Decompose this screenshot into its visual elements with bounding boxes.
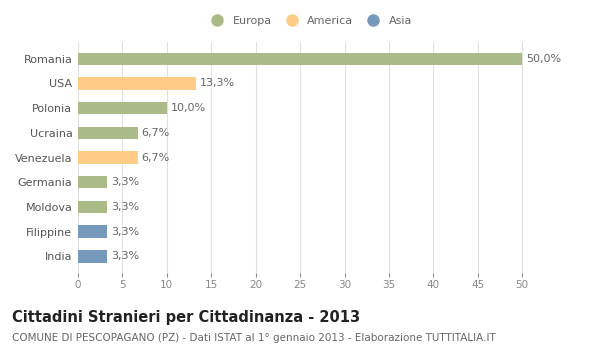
Text: 13,3%: 13,3%	[200, 78, 235, 89]
Text: 10,0%: 10,0%	[170, 103, 206, 113]
Bar	[78, 52, 522, 65]
Bar	[78, 225, 107, 238]
Text: 3,3%: 3,3%	[111, 251, 139, 261]
Text: 3,3%: 3,3%	[111, 177, 139, 187]
Bar	[78, 250, 107, 262]
Bar	[78, 151, 137, 164]
Text: 3,3%: 3,3%	[111, 226, 139, 237]
Text: 3,3%: 3,3%	[111, 202, 139, 212]
Bar	[78, 102, 167, 114]
Bar	[78, 77, 196, 90]
Bar	[78, 201, 107, 213]
Bar	[78, 176, 107, 188]
Text: 6,7%: 6,7%	[141, 128, 169, 138]
Text: COMUNE DI PESCOPAGANO (PZ) - Dati ISTAT al 1° gennaio 2013 - Elaborazione TUTTIT: COMUNE DI PESCOPAGANO (PZ) - Dati ISTAT …	[12, 333, 496, 343]
Text: 50,0%: 50,0%	[526, 54, 561, 64]
Text: 6,7%: 6,7%	[141, 153, 169, 162]
Legend: Europa, America, Asia: Europa, America, Asia	[202, 13, 416, 29]
Bar	[78, 127, 137, 139]
Text: Cittadini Stranieri per Cittadinanza - 2013: Cittadini Stranieri per Cittadinanza - 2…	[12, 310, 360, 325]
